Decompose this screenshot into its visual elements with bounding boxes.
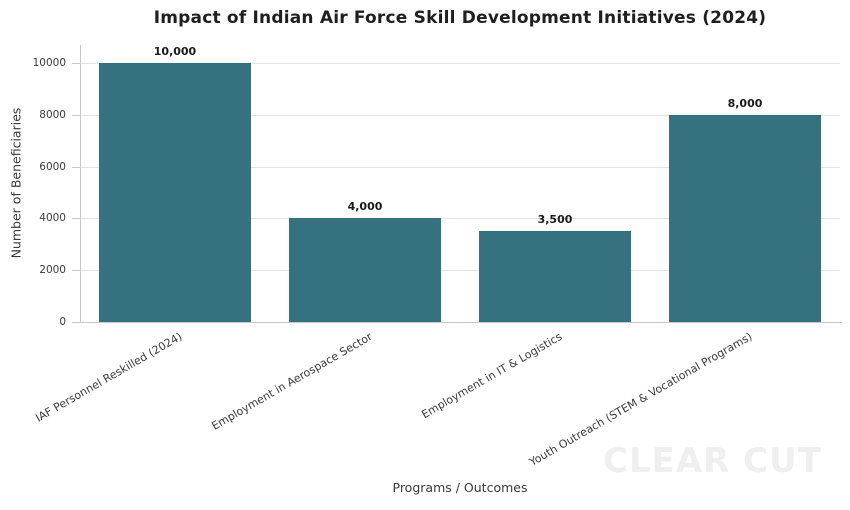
y-tick-mark	[72, 218, 80, 220]
x-tick-label: Employment in IT & Logistics	[419, 330, 565, 422]
y-tick-label: 8000	[39, 108, 66, 121]
bar	[289, 218, 441, 322]
bar-value-label: 8,000	[727, 96, 763, 110]
x-tick-label: IAF Personnel Reskilled (2024)	[33, 330, 185, 425]
x-axis-label: Programs / Outcomes	[392, 480, 528, 495]
gridline	[80, 270, 840, 272]
gridline	[80, 63, 840, 65]
x-axis-spine	[80, 322, 842, 323]
y-tick-label: 2000	[39, 264, 66, 277]
x-tick-label: Employment in Aerospace Sector	[209, 330, 375, 433]
bar-value-label: 3,500	[537, 213, 573, 227]
y-tick-label: 0	[59, 316, 66, 328]
bar	[99, 63, 251, 322]
y-tick-mark	[72, 166, 80, 168]
y-tick-mark	[72, 322, 80, 323]
y-tick-mark	[72, 270, 80, 272]
gridline	[80, 166, 840, 168]
watermark: CLEAR CUT	[603, 441, 822, 481]
y-tick-label: 6000	[39, 160, 66, 173]
y-tick-mark	[72, 63, 80, 65]
plot-area	[80, 45, 840, 322]
y-axis-label: Number of Beneficiaries	[8, 107, 24, 259]
y-tick-label: 4000	[39, 212, 66, 225]
bar-value-label: 10,000	[153, 45, 197, 59]
gridline	[80, 218, 840, 220]
y-tick-label: 10000	[32, 57, 66, 70]
bar-value-label: 4,000	[347, 200, 383, 214]
gridline	[80, 114, 840, 116]
bar	[669, 114, 821, 322]
y-tick-mark	[72, 114, 80, 116]
bar	[479, 231, 631, 322]
y-axis-spine	[80, 45, 81, 322]
chart-title: Impact of Indian Air Force Skill Develop…	[153, 8, 767, 28]
